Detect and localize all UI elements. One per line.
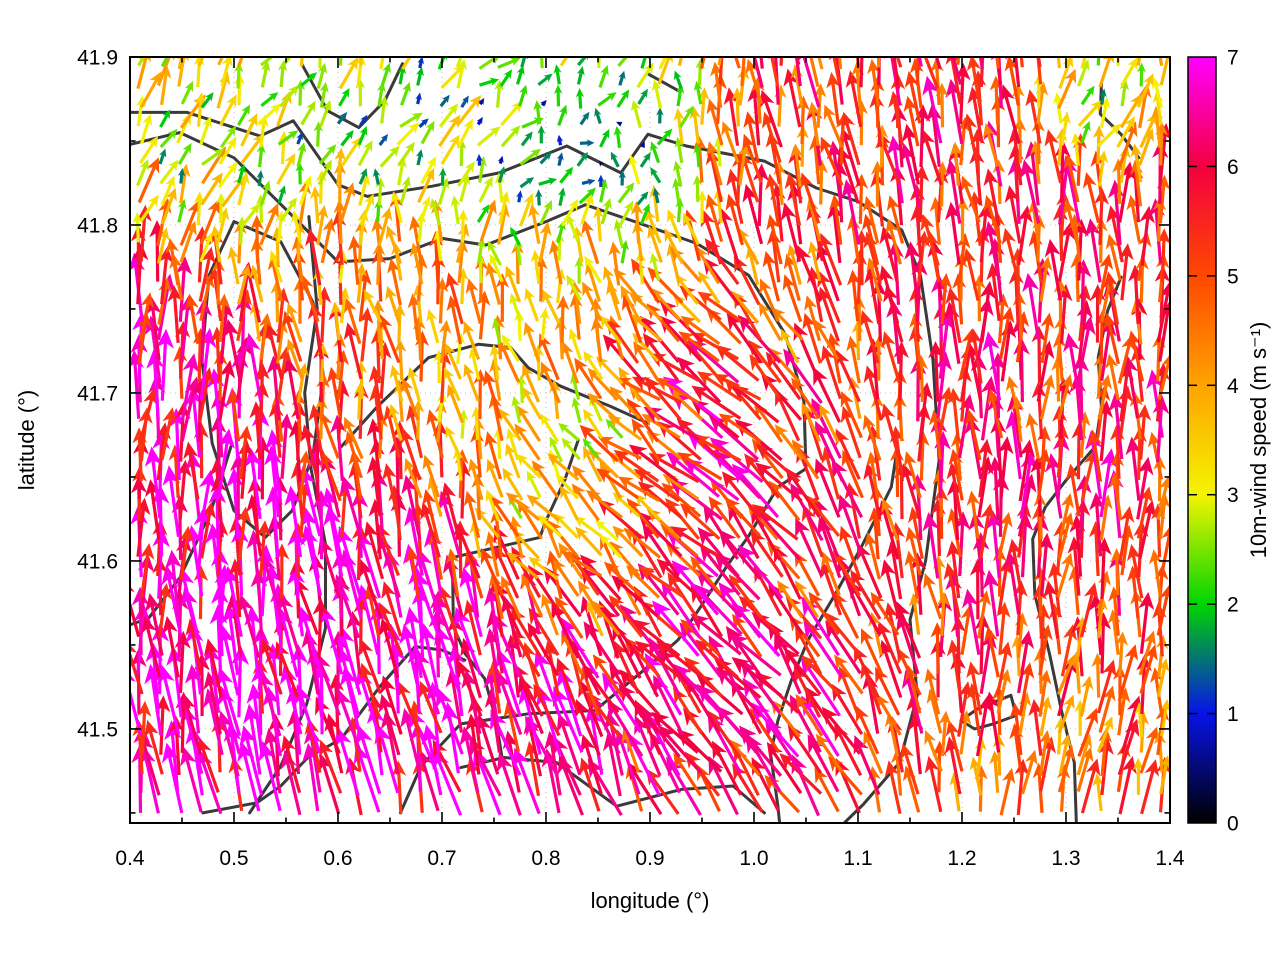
colorbar-title: 10m-wind speed (m s⁻¹) (1246, 321, 1271, 559)
svg-text:0: 0 (1227, 813, 1239, 836)
x-axis-title: longitude (°) (590, 888, 710, 913)
svg-text:41.6: 41.6 (77, 550, 118, 573)
wind-arrows (130, 57, 1170, 817)
svg-text:0.5: 0.5 (219, 847, 248, 870)
tick-labels: 0.4 0.5 0.6 0.7 0.8 0.9 1.0 1.1 1.2 1.3 1.4 41.5 41.… (77, 47, 1185, 871)
colorbar-tick-labels: 0 1 2 3 4 5 6 7 (1227, 47, 1239, 836)
svg-text:7: 7 (1227, 47, 1239, 70)
axes-frame (129, 56, 1171, 824)
svg-text:1: 1 (1227, 703, 1239, 726)
svg-text:0.9: 0.9 (635, 847, 664, 870)
svg-text:2: 2 (1227, 594, 1239, 617)
svg-text:5: 5 (1227, 265, 1239, 288)
svg-text:41.5: 41.5 (77, 718, 118, 741)
svg-text:0.7: 0.7 (427, 847, 456, 870)
svg-text:41.8: 41.8 (77, 215, 118, 238)
svg-text:6: 6 (1227, 156, 1239, 179)
colorbar: 0 1 2 3 4 5 6 7 (1187, 47, 1239, 836)
svg-text:1.1: 1.1 (843, 847, 872, 870)
svg-text:1.4: 1.4 (1155, 847, 1185, 870)
svg-text:1.3: 1.3 (1051, 847, 1080, 870)
svg-text:0.8: 0.8 (531, 847, 560, 870)
svg-text:1.0: 1.0 (739, 847, 768, 870)
svg-text:0.6: 0.6 (323, 847, 352, 870)
svg-text:4: 4 (1227, 375, 1239, 398)
svg-text:0.4: 0.4 (115, 847, 145, 870)
svg-text:3: 3 (1227, 484, 1239, 507)
svg-text:41.7: 41.7 (77, 383, 118, 406)
y-axis-title: latitude (°) (14, 389, 39, 491)
svg-text:41.9: 41.9 (77, 47, 118, 70)
svg-text:1.2: 1.2 (947, 847, 976, 870)
